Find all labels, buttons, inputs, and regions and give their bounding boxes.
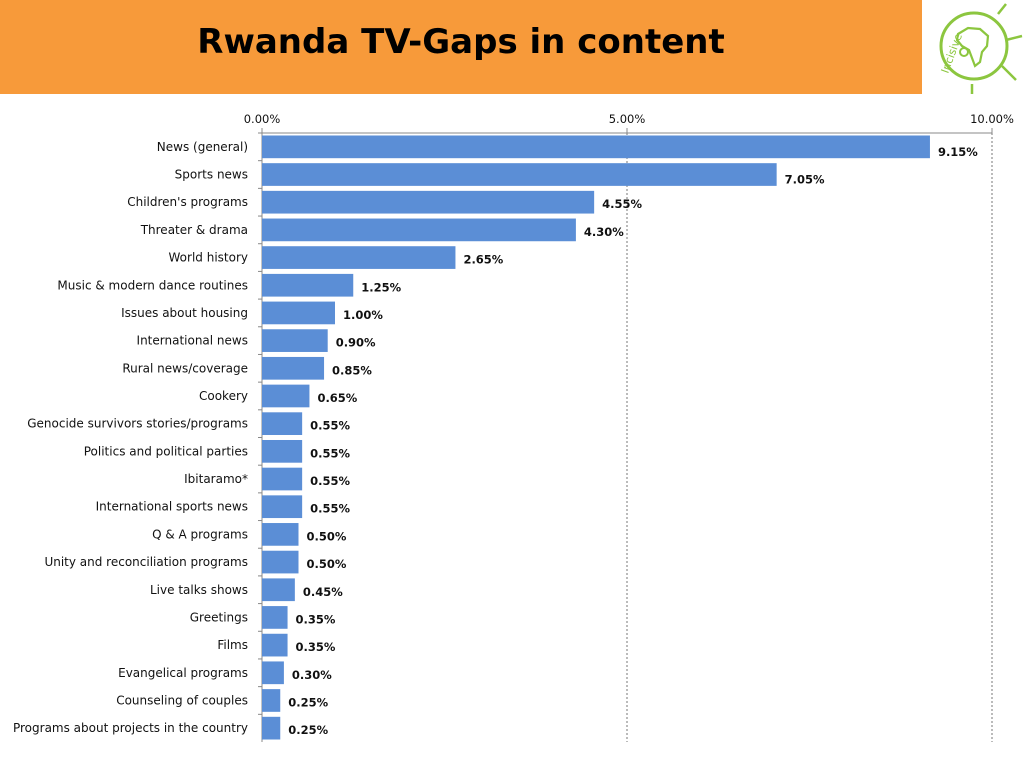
category-label: Greetings — [190, 610, 248, 624]
data-label: 0.50% — [307, 557, 347, 571]
incisive-logo: Incisive — [939, 3, 1023, 94]
bar — [262, 606, 288, 629]
category-label: World history — [169, 251, 248, 265]
bar — [262, 523, 299, 546]
data-label: 0.85% — [332, 363, 372, 377]
bar — [262, 218, 576, 242]
bar — [262, 356, 325, 380]
category-label: Films — [217, 638, 248, 652]
data-label: 0.35% — [296, 640, 336, 654]
category-label: Threater & drama — [140, 223, 248, 237]
data-label: 0.55% — [310, 446, 350, 460]
bar — [262, 689, 281, 712]
category-label: Q & A programs — [152, 527, 248, 541]
bar — [262, 578, 295, 602]
category-label: International news — [137, 334, 248, 348]
category-labels: News (general) Sports news Children's prog… — [13, 140, 248, 735]
logo-ray — [1005, 34, 1023, 42]
category-label: Cookery — [199, 389, 248, 403]
category-label: Programs about projects in the country — [13, 721, 248, 735]
bar — [262, 412, 303, 436]
data-label: 9.15% — [938, 145, 978, 159]
x-tick-label: 0.00% — [244, 112, 281, 126]
data-label: 0.25% — [288, 723, 328, 737]
bar — [262, 135, 930, 159]
bar — [262, 246, 456, 269]
data-label: 0.45% — [303, 585, 343, 599]
bar — [262, 439, 303, 463]
category-label: Issues about housing — [121, 306, 248, 320]
value-labels: 9.15% 7.05% 4.55% 4.30% 2.65% 1.25% 1.00% 0.90%… — [288, 145, 978, 737]
data-label: 0.90% — [336, 336, 376, 350]
bar-chart: 0.00% 5.00% 10.00% News (general) Sports ne… — [13, 112, 1014, 742]
category-label: Live talks shows — [150, 583, 248, 597]
category-label: International sports news — [96, 500, 248, 514]
bar — [262, 190, 595, 214]
data-label: 7.05% — [785, 173, 825, 187]
bar — [262, 661, 284, 685]
bar — [262, 273, 354, 297]
category-label: Ibitaramo* — [184, 472, 248, 486]
category-label: Politics and political parties — [84, 444, 248, 458]
data-label: 0.65% — [317, 391, 357, 405]
bar — [262, 301, 335, 325]
data-label: 2.65% — [463, 253, 503, 267]
category-label: Music & modern dance routines — [57, 278, 248, 292]
page-title: Rwanda TV-Gaps in content — [197, 22, 725, 62]
data-label: 0.55% — [310, 419, 350, 433]
africa-map-icon — [955, 26, 990, 68]
data-label: 0.55% — [310, 474, 350, 488]
data-label: 4.55% — [602, 197, 642, 211]
logo-ray — [1001, 65, 1017, 81]
chart-grid — [626, 133, 993, 742]
category-label: Genocide survivors stories/programs — [27, 417, 248, 431]
logo-ray — [997, 3, 1007, 15]
category-label: Rural news/coverage — [122, 361, 248, 375]
x-tick-label: 5.00% — [609, 112, 646, 126]
title-banner: Rwanda TV-Gaps in content — [0, 0, 922, 94]
pin-icon — [959, 47, 969, 57]
bar — [262, 329, 328, 352]
bar — [262, 633, 288, 657]
bar — [262, 384, 310, 408]
category-label: Children's programs — [127, 195, 248, 209]
bar-series — [262, 135, 930, 740]
data-label: 0.35% — [296, 612, 336, 626]
category-label: Evangelical programs — [118, 666, 248, 680]
bar — [262, 550, 299, 574]
data-label: 1.25% — [361, 280, 401, 294]
data-label: 1.00% — [343, 308, 383, 322]
data-label: 0.50% — [307, 529, 347, 543]
category-label: Unity and reconciliation programs — [44, 555, 248, 569]
x-tick-label: 10.00% — [970, 112, 1014, 126]
bar — [262, 163, 777, 186]
category-label: Sports news — [175, 168, 248, 182]
bar — [262, 467, 303, 491]
category-label: Counseling of couples — [116, 693, 248, 707]
bar — [262, 495, 303, 519]
data-label: 0.55% — [310, 502, 350, 516]
data-label: 0.25% — [288, 695, 328, 709]
data-label: 4.30% — [584, 225, 624, 239]
data-label: 0.30% — [292, 668, 332, 682]
category-label: News (general) — [157, 140, 248, 154]
bar — [262, 716, 281, 740]
logo-ring — [939, 11, 1009, 81]
